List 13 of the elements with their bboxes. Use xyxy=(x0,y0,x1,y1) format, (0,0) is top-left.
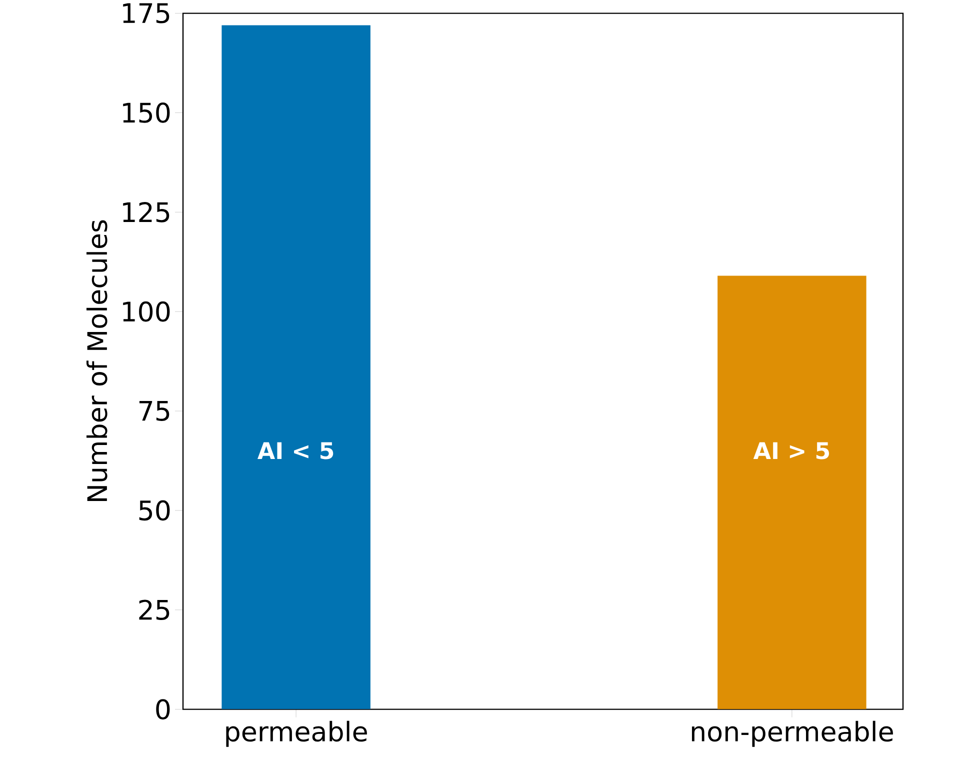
annotation: AI < 5 xyxy=(257,442,334,460)
y-tick-label: 0 xyxy=(156,698,170,720)
y-tick-label: 125 xyxy=(123,202,170,222)
y-tick-label: 100 xyxy=(123,301,170,322)
y-tick-label: 25 xyxy=(139,600,170,620)
y-tick-label: 150 xyxy=(123,102,170,123)
y-tick-label: 50 xyxy=(139,500,170,520)
y-tick-label: 75 xyxy=(139,400,170,421)
y-axis-title: Number of Molecules xyxy=(86,220,108,501)
x-tick-label: non-permeable xyxy=(692,720,893,747)
y-tick-label: 175 xyxy=(123,3,170,24)
x-tick-label: permeable xyxy=(226,720,367,747)
annotation: AI > 5 xyxy=(753,442,829,460)
